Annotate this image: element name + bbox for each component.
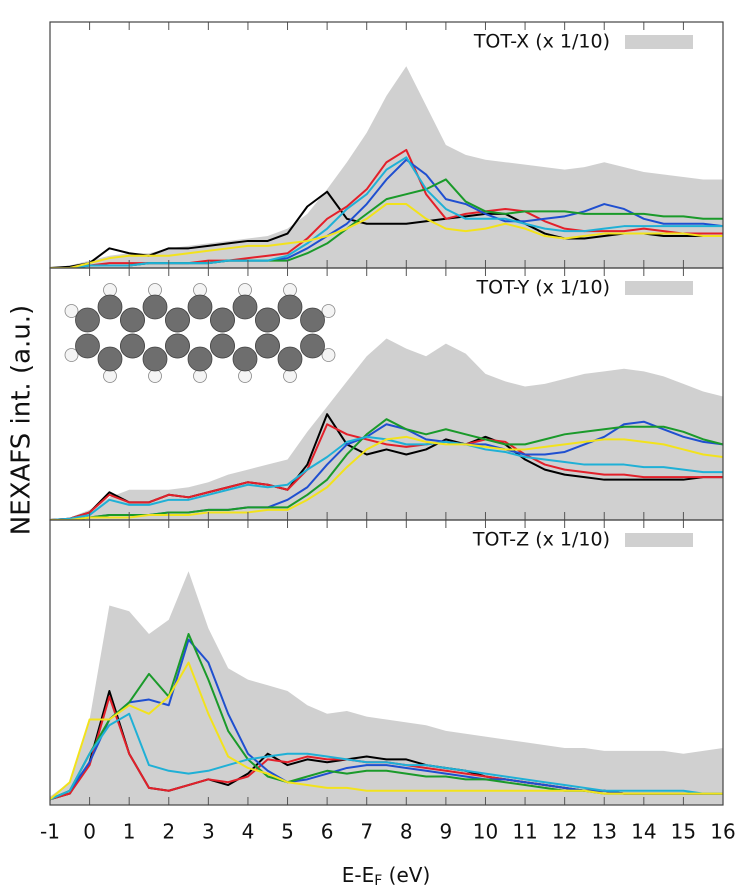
chart: TOT-X (x 1/10) TOT-Y (x 1/10) TOT-Z (x 1/1… bbox=[0, 0, 738, 890]
x-tick-label: 13 bbox=[592, 820, 617, 844]
x-tick-label: 4 bbox=[242, 820, 255, 844]
carbon-atom bbox=[278, 295, 302, 319]
x-tick-label: 0 bbox=[83, 820, 96, 844]
legend-swatch bbox=[625, 533, 693, 547]
carbon-atom bbox=[255, 334, 279, 358]
x-tick-label: 5 bbox=[281, 820, 294, 844]
hydrogen-atom bbox=[284, 284, 297, 297]
y-axis-label: NEXAFS int. (a.u.) bbox=[7, 305, 37, 535]
hydrogen-atom bbox=[149, 370, 162, 383]
hydrogen-atom bbox=[284, 370, 297, 383]
carbon-atom bbox=[143, 347, 167, 371]
x-tick-label: 2 bbox=[162, 820, 175, 844]
x-tick-label: 10 bbox=[473, 820, 498, 844]
legend-swatch bbox=[625, 281, 693, 295]
x-tick-label: 12 bbox=[552, 820, 577, 844]
hydrogen-atom bbox=[194, 284, 207, 297]
x-tick-label: 8 bbox=[400, 820, 413, 844]
x-tick-label: 7 bbox=[360, 820, 373, 844]
page: TOT-X (x 1/10) TOT-Y (x 1/10) TOT-Z (x 1/1… bbox=[0, 0, 738, 890]
carbon-atom bbox=[278, 347, 302, 371]
hydrogen-atom bbox=[194, 370, 207, 383]
carbon-atom bbox=[233, 347, 257, 371]
carbon-atom bbox=[188, 347, 212, 371]
legend-label: TOT-Z (x 1/10) bbox=[472, 529, 610, 551]
hydrogen-atom bbox=[239, 284, 252, 297]
carbon-atom bbox=[98, 347, 122, 371]
x-tick-label: 15 bbox=[671, 820, 696, 844]
carbon-atom bbox=[120, 308, 144, 332]
carbon-atom bbox=[301, 308, 325, 332]
hydrogen-atom bbox=[104, 284, 117, 297]
x-tick-label: -1 bbox=[40, 820, 60, 844]
legend-label: TOT-X (x 1/10) bbox=[473, 31, 610, 53]
carbon-atom bbox=[210, 308, 234, 332]
carbon-atom bbox=[301, 334, 325, 358]
x-axis-label-part: (eV) bbox=[382, 863, 430, 887]
carbon-atom bbox=[98, 295, 122, 319]
x-tick-label: 14 bbox=[631, 820, 656, 844]
carbon-atom bbox=[210, 334, 234, 358]
legend-swatch bbox=[625, 35, 693, 49]
x-tick-label: 16 bbox=[710, 820, 735, 844]
legend-label: TOT-Y (x 1/10) bbox=[476, 277, 610, 299]
hydrogen-atom bbox=[104, 370, 117, 383]
x-tick-label: 6 bbox=[321, 820, 334, 844]
carbon-atom bbox=[165, 308, 189, 332]
x-tick-label: 9 bbox=[440, 820, 453, 844]
carbon-atom bbox=[75, 308, 99, 332]
x-axis-label-subscript: F bbox=[374, 873, 382, 889]
x-tick-label: 1 bbox=[123, 820, 136, 844]
carbon-atom bbox=[255, 308, 279, 332]
carbon-atom bbox=[165, 334, 189, 358]
carbon-atom bbox=[120, 334, 144, 358]
carbon-atom bbox=[188, 295, 212, 319]
hydrogen-atom bbox=[239, 370, 252, 383]
carbon-atom bbox=[143, 295, 167, 319]
x-axis-label-part: E-E bbox=[342, 863, 375, 887]
carbon-atom bbox=[75, 334, 99, 358]
x-tick-label: 3 bbox=[202, 820, 215, 844]
carbon-atom bbox=[233, 295, 257, 319]
hydrogen-atom bbox=[149, 284, 162, 297]
x-tick-label: 11 bbox=[512, 820, 537, 844]
x-axis-label: E-EF (eV) bbox=[342, 863, 431, 890]
